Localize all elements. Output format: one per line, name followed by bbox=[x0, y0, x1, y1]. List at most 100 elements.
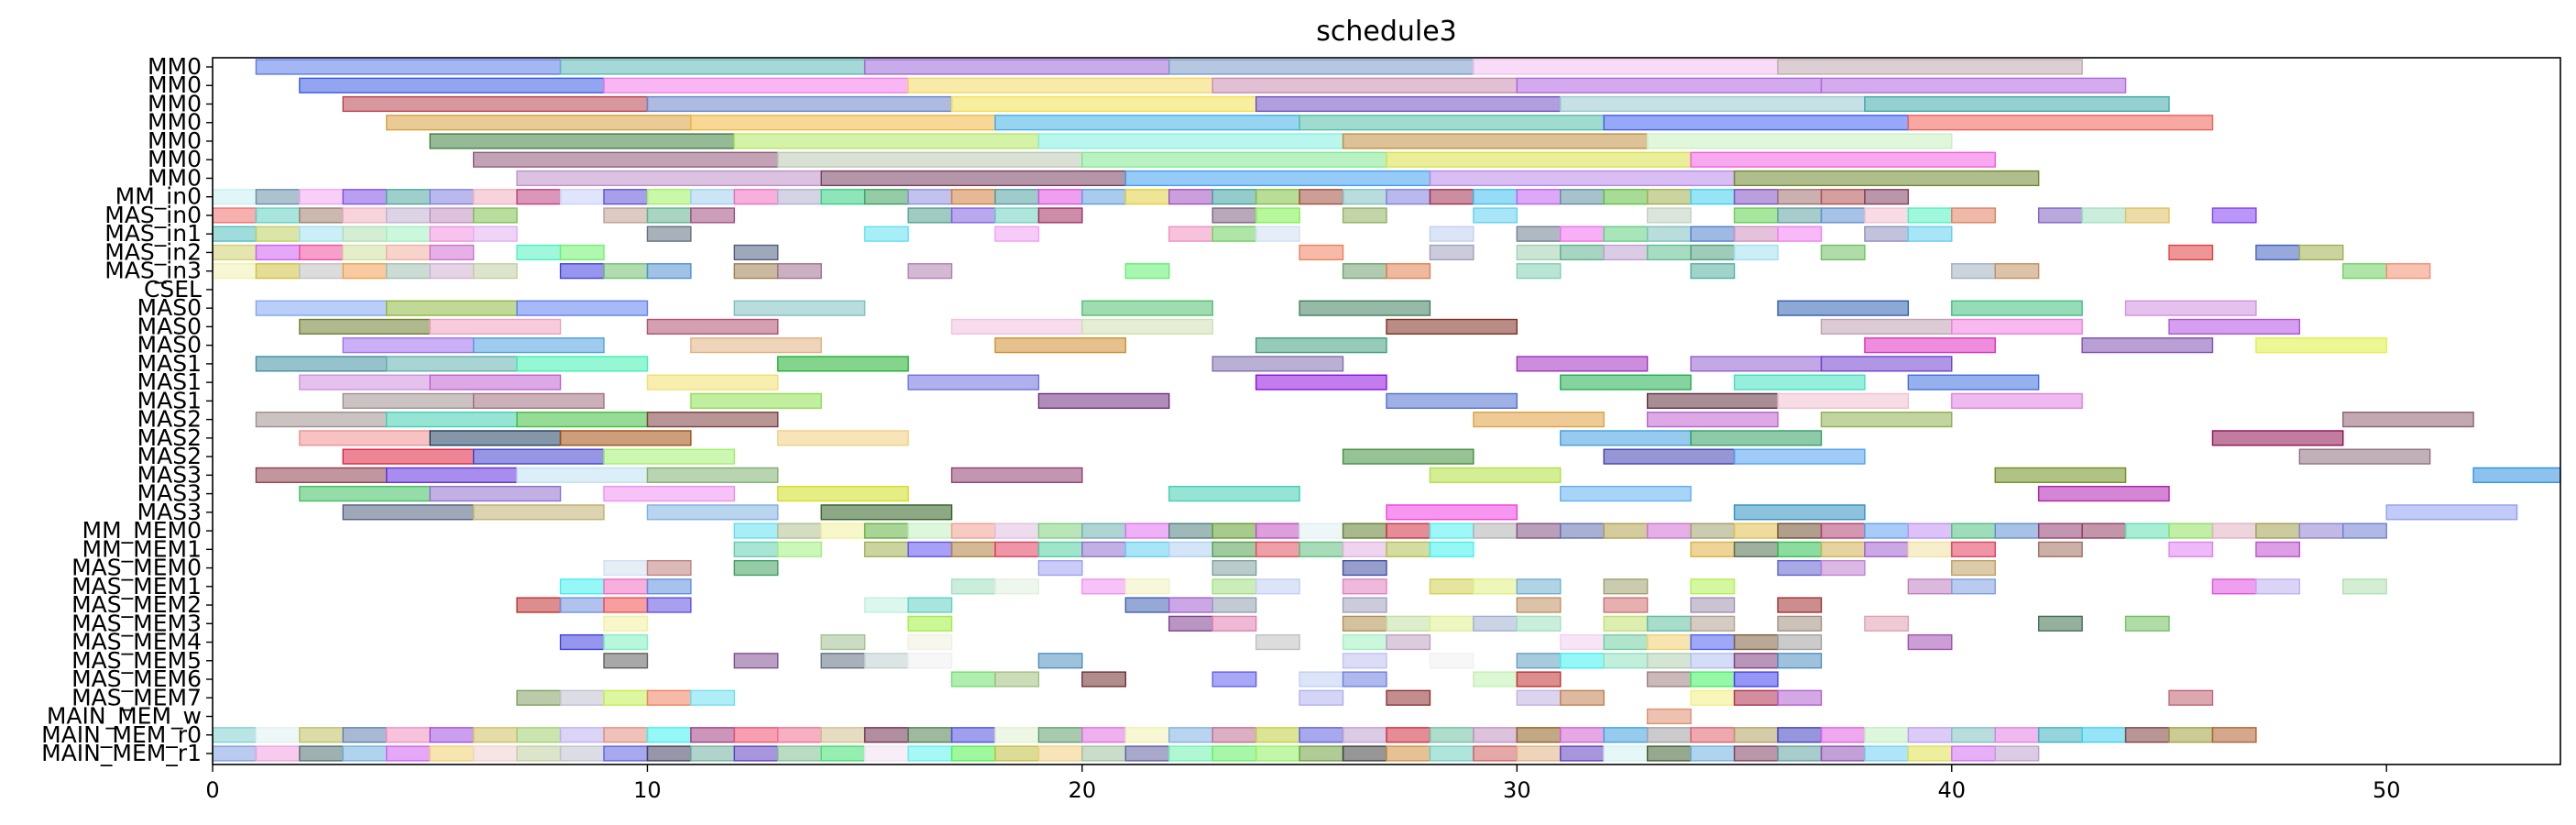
schedule-bar bbox=[516, 412, 649, 428]
schedule-bar bbox=[907, 374, 1040, 390]
row-label: MAS2 bbox=[137, 443, 202, 469]
schedule-bar bbox=[777, 541, 822, 557]
schedule-bar bbox=[2255, 578, 2301, 595]
schedule-bar bbox=[1690, 244, 1736, 261]
row-label: MAS0 bbox=[137, 313, 202, 339]
schedule-bar bbox=[1473, 671, 1518, 688]
row-label: MM0 bbox=[148, 164, 202, 191]
schedule-bar bbox=[2168, 689, 2214, 706]
schedule-bar bbox=[1820, 745, 1866, 762]
schedule-bar bbox=[299, 745, 345, 762]
schedule-bar bbox=[472, 448, 605, 465]
row-label: MM_MEM1 bbox=[82, 535, 202, 562]
schedule-bar bbox=[1777, 689, 1823, 706]
schedule-bar bbox=[1037, 133, 1344, 149]
schedule-bar bbox=[213, 263, 258, 280]
schedule-bar bbox=[863, 745, 909, 762]
schedule-bar bbox=[1690, 226, 1736, 242]
schedule-bar bbox=[429, 485, 562, 502]
schedule-bar bbox=[1081, 151, 1387, 168]
row-label: MM0 bbox=[148, 53, 202, 80]
schedule-bar bbox=[429, 226, 475, 242]
row-label: MAIN_MEM_r0 bbox=[41, 721, 202, 748]
schedule-bar bbox=[907, 189, 953, 205]
schedule-bar bbox=[342, 448, 475, 465]
schedule-bar bbox=[1733, 541, 1779, 557]
schedule-bar bbox=[1211, 356, 1344, 372]
schedule-bar bbox=[1690, 541, 1736, 557]
schedule-bar bbox=[2037, 541, 2083, 557]
schedule-bar bbox=[1646, 392, 1779, 409]
schedule-bar bbox=[559, 189, 605, 205]
schedule-bar bbox=[733, 244, 779, 261]
schedule-bar bbox=[950, 727, 996, 743]
schedule-bar bbox=[1646, 133, 1953, 149]
schedule-bar bbox=[1690, 151, 1996, 168]
row-label: MAS_MEM2 bbox=[71, 591, 202, 618]
schedule-bar bbox=[559, 597, 605, 613]
schedule-bar bbox=[2298, 522, 2344, 539]
schedule-bar bbox=[1429, 522, 1474, 539]
schedule-bar bbox=[907, 522, 953, 539]
schedule-bar bbox=[820, 170, 1127, 187]
schedule-bar bbox=[1777, 653, 1823, 669]
schedule-bar bbox=[1081, 189, 1127, 205]
schedule-bar bbox=[1081, 671, 1127, 688]
schedule-bar bbox=[1864, 615, 1910, 632]
schedule-bar bbox=[1690, 727, 1736, 743]
schedule-bar bbox=[907, 633, 953, 651]
schedule-bar bbox=[1603, 244, 1649, 261]
schedule-bar bbox=[907, 207, 953, 224]
schedule-bar bbox=[1907, 226, 1953, 242]
schedule-bar bbox=[2255, 244, 2301, 261]
schedule-bar bbox=[733, 653, 779, 669]
schedule-bar bbox=[1777, 207, 1823, 224]
schedule-bar bbox=[1864, 207, 1910, 224]
schedule-bar bbox=[1081, 727, 1127, 743]
schedule-bar bbox=[1690, 745, 1736, 762]
schedule-bar bbox=[1690, 615, 1736, 632]
schedule-bar bbox=[2168, 522, 2214, 539]
schedule-bar bbox=[1690, 689, 1736, 706]
row-label: MAS3 bbox=[137, 480, 202, 507]
schedule-bar bbox=[1560, 689, 1605, 706]
schedule-bar bbox=[1777, 392, 1910, 409]
row-label: MAS0 bbox=[137, 332, 202, 358]
schedule-bar bbox=[950, 522, 996, 539]
schedule-bar bbox=[2081, 337, 2214, 354]
schedule-bar bbox=[950, 745, 996, 762]
schedule-bar bbox=[1342, 541, 1387, 557]
schedule-bar bbox=[1516, 671, 1562, 688]
schedule-bar bbox=[1733, 727, 1779, 743]
schedule-bar bbox=[1951, 578, 1996, 595]
row-label: MAS_MEM3 bbox=[71, 610, 202, 636]
schedule-bar bbox=[1951, 727, 1996, 743]
schedule-bar bbox=[1777, 522, 1823, 539]
x-tick-label: 10 bbox=[633, 777, 662, 803]
schedule-bar bbox=[1516, 189, 1562, 205]
schedule-bar bbox=[733, 541, 779, 557]
schedule-bar bbox=[1211, 578, 1257, 595]
schedule-bar bbox=[1516, 745, 1562, 762]
schedule-bar bbox=[603, 689, 649, 706]
schedule-bar bbox=[2385, 263, 2431, 280]
schedule-bar bbox=[1516, 727, 1562, 743]
schedule-bar bbox=[1429, 226, 1474, 242]
schedule-bar bbox=[1211, 522, 1257, 539]
schedule-bar bbox=[299, 244, 345, 261]
schedule-bar bbox=[733, 522, 779, 539]
row-label: MAS2 bbox=[137, 406, 202, 433]
schedule-bar bbox=[429, 207, 475, 224]
schedule-bar bbox=[342, 337, 475, 354]
schedule-bar bbox=[1342, 615, 1387, 632]
schedule-bar bbox=[863, 189, 909, 205]
schedule-bar bbox=[1646, 189, 1692, 205]
row-label: MM0 bbox=[148, 146, 202, 172]
schedule-bar bbox=[1342, 633, 1387, 651]
schedule-bar bbox=[1994, 263, 2040, 280]
schedule-bar bbox=[299, 189, 345, 205]
schedule-bar bbox=[1081, 300, 1213, 316]
schedule-bar bbox=[1864, 226, 1910, 242]
schedule-bar bbox=[690, 115, 996, 131]
schedule-bar bbox=[472, 226, 518, 242]
